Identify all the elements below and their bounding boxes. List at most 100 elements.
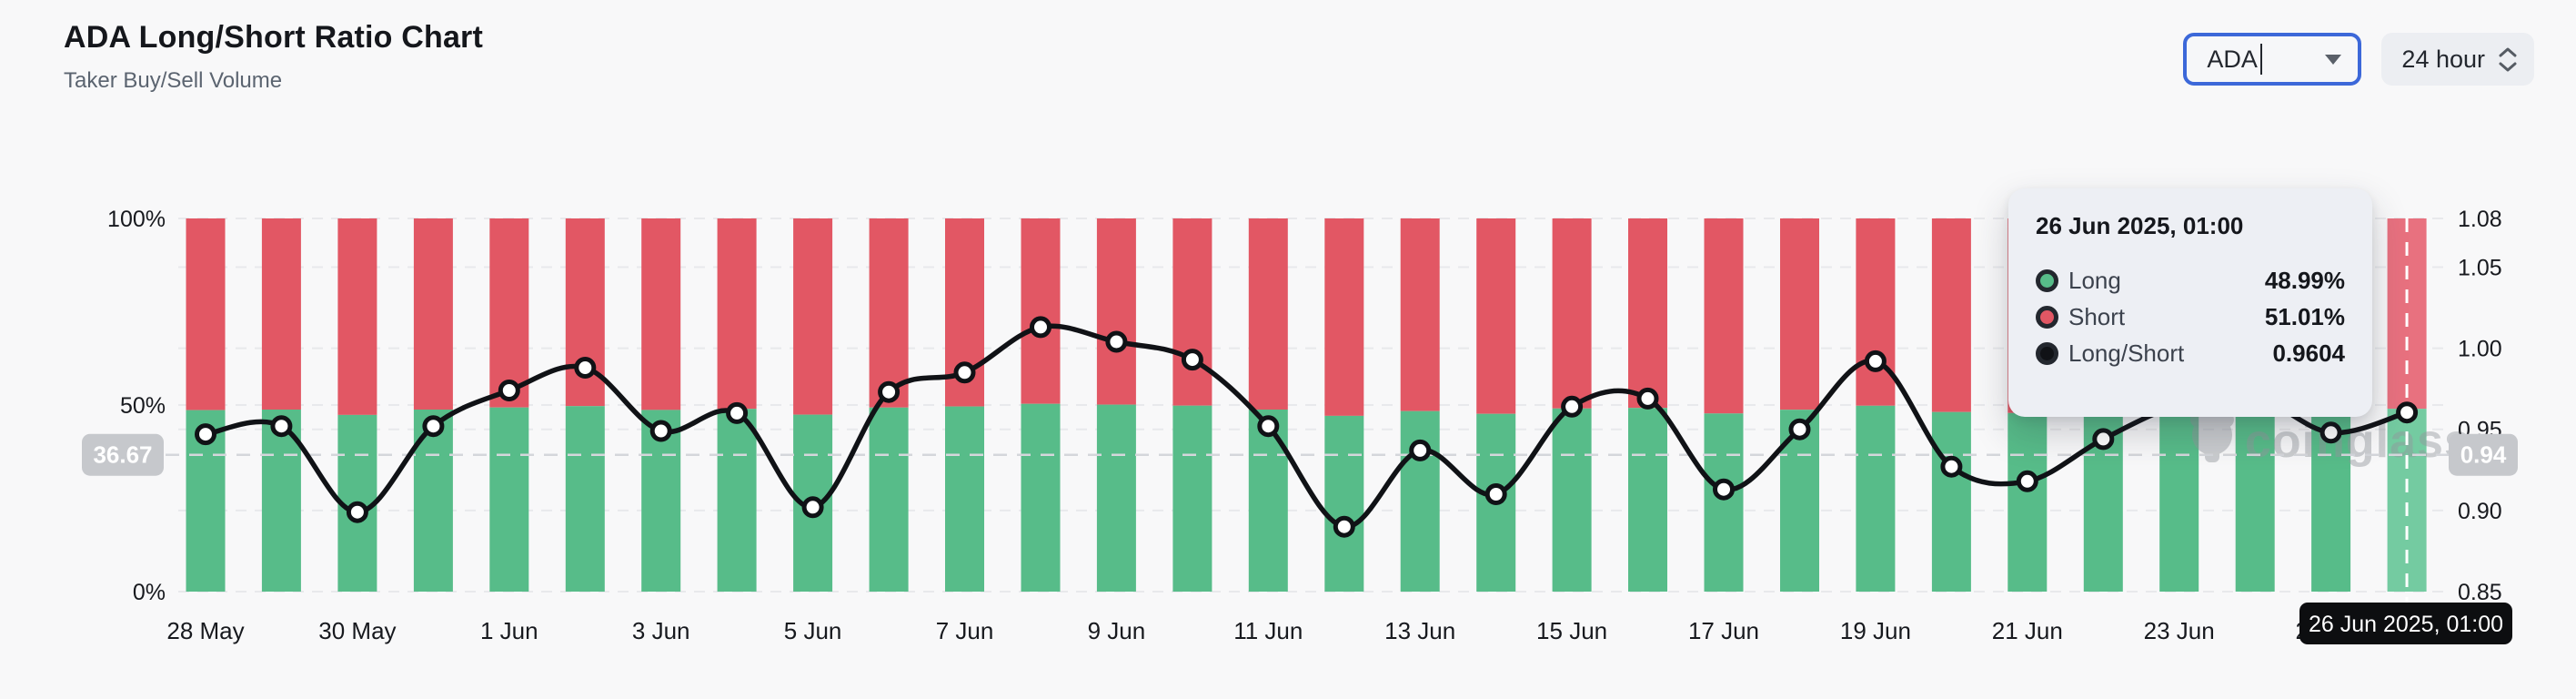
short-bar[interactable]: [413, 218, 453, 410]
long-bar[interactable]: [2007, 412, 2048, 592]
tooltip-date: 26 Jun 2025, 01:00: [2036, 212, 2244, 239]
x-axis-label: 11 Jun: [1233, 617, 1303, 644]
short-bar[interactable]: [1096, 218, 1136, 405]
ratio-point[interactable]: [2016, 470, 2038, 492]
ratio-point[interactable]: [1484, 483, 1507, 505]
right-axis-label: 1.08: [2458, 207, 2502, 232]
short-bar[interactable]: [1628, 218, 1667, 409]
ratio-point[interactable]: [422, 415, 445, 438]
ratio-point[interactable]: [346, 501, 368, 523]
tooltip-row-short: Short 51.01%: [2036, 299, 2345, 335]
short-bar[interactable]: [261, 218, 301, 410]
long-bar[interactable]: [1400, 410, 1440, 592]
x-axis-label: 5 Jun: [784, 617, 842, 644]
long-bar[interactable]: [717, 409, 757, 592]
ratio-point[interactable]: [1864, 350, 1887, 372]
ratio-point[interactable]: [574, 357, 597, 379]
short-bar[interactable]: [717, 218, 757, 410]
short-bar[interactable]: [1400, 218, 1440, 411]
ratio-point[interactable]: [195, 423, 216, 446]
long-bar[interactable]: [869, 407, 909, 592]
symbol-select[interactable]: ADA: [2183, 33, 2362, 86]
crosshair-date-label: 26 Jun 2025, 01:00: [2299, 603, 2512, 644]
ratio-point[interactable]: [1940, 455, 1963, 478]
long-marker-icon: [2036, 268, 2058, 292]
page-title: ADA Long/Short Ratio Chart: [64, 20, 484, 55]
long-bar[interactable]: [1704, 413, 1744, 592]
ratio-point[interactable]: [270, 415, 293, 438]
ratio-point[interactable]: [1333, 515, 1355, 538]
short-bar[interactable]: [1931, 218, 1971, 412]
long-bar[interactable]: [565, 406, 605, 592]
svg-text:36.67: 36.67: [93, 441, 152, 469]
ratio-point[interactable]: [498, 380, 520, 401]
ratio-point[interactable]: [878, 380, 901, 403]
chart-tooltip: 26 Jun 2025, 01:00 Long 48.99% Short 51.…: [2008, 188, 2372, 417]
chevron-down-icon: [2325, 54, 2342, 65]
x-axis-label: 17 Jun: [1688, 617, 1759, 644]
interval-select[interactable]: 24 hour: [2381, 33, 2534, 86]
long-bar[interactable]: [1021, 403, 1061, 592]
ratio-point[interactable]: [1713, 478, 1735, 501]
chart-controls: ADA 24 hour: [2183, 33, 2534, 86]
long-bar[interactable]: [1552, 408, 1592, 592]
short-bar[interactable]: [793, 218, 833, 415]
x-axis-label: 23 Jun: [2144, 617, 2215, 644]
long-bar[interactable]: [945, 406, 984, 592]
long-bar[interactable]: [2235, 408, 2275, 592]
short-bar[interactable]: [1021, 218, 1061, 404]
long-bar[interactable]: [1628, 408, 1667, 592]
short-bar[interactable]: [869, 218, 909, 408]
ratio-point[interactable]: [801, 496, 824, 519]
short-bar[interactable]: [1172, 218, 1213, 406]
x-axis-label: 15 Jun: [1536, 617, 1607, 644]
ratio-point[interactable]: [1409, 439, 1432, 461]
long-bar[interactable]: [1931, 411, 1971, 592]
ratio-point[interactable]: [1181, 349, 1203, 371]
tooltip-row-long: Long 48.99%: [2036, 262, 2345, 299]
long-bar[interactable]: [489, 407, 529, 592]
ratio-point[interactable]: [2092, 428, 2115, 451]
ratio-point[interactable]: [649, 420, 672, 442]
crosshair-left-badge: 36.67: [82, 433, 164, 476]
short-bar[interactable]: [1780, 218, 1819, 410]
short-bar[interactable]: [489, 218, 529, 408]
ratio-point[interactable]: [1030, 316, 1052, 339]
x-axis-label: 30 May: [318, 617, 396, 644]
left-axis-label: 100%: [107, 207, 166, 232]
long-bar[interactable]: [1096, 404, 1136, 592]
ratio-point[interactable]: [1788, 418, 1811, 441]
long-bar[interactable]: [1856, 405, 1896, 592]
short-bar[interactable]: [1476, 218, 1516, 414]
x-axis-label: 28 May: [166, 617, 244, 644]
long-bar[interactable]: [1172, 405, 1213, 592]
long-bar[interactable]: [1324, 415, 1364, 592]
svg-text:26 Jun 2025, 01:00: 26 Jun 2025, 01:00: [2309, 612, 2503, 637]
short-bar[interactable]: [186, 218, 226, 410]
right-axis-label: 0.90: [2458, 499, 2502, 524]
ratio-point[interactable]: [2396, 401, 2419, 424]
interval-select-value: 24 hour: [2401, 45, 2485, 73]
ratio-point[interactable]: [953, 361, 976, 384]
coinglass-watermark: coinglass: [2190, 411, 2471, 468]
long-bar[interactable]: [2159, 408, 2199, 592]
short-bar[interactable]: [1248, 218, 1288, 410]
short-bar[interactable]: [1552, 218, 1592, 409]
ratio-point[interactable]: [1561, 395, 1584, 418]
ratio-point[interactable]: [1257, 415, 1280, 438]
svg-text:coinglass: coinglass: [2245, 415, 2471, 468]
ratio-point[interactable]: [2319, 421, 2342, 444]
short-bar[interactable]: [1856, 218, 1896, 406]
short-bar[interactable]: [1704, 218, 1744, 414]
ratio-point[interactable]: [1105, 330, 1128, 353]
x-axis-label: 21 Jun: [1992, 617, 2063, 644]
short-bar[interactable]: [337, 218, 377, 415]
ratio-point[interactable]: [1636, 387, 1659, 410]
right-axis-label: 1.05: [2458, 256, 2502, 281]
short-bar[interactable]: [641, 218, 681, 410]
ratio-point[interactable]: [726, 401, 749, 424]
short-bar[interactable]: [1324, 218, 1364, 416]
up-down-chevrons-icon: [2498, 47, 2518, 72]
header: ADA Long/Short Ratio Chart Taker Buy/Sel…: [64, 20, 483, 94]
